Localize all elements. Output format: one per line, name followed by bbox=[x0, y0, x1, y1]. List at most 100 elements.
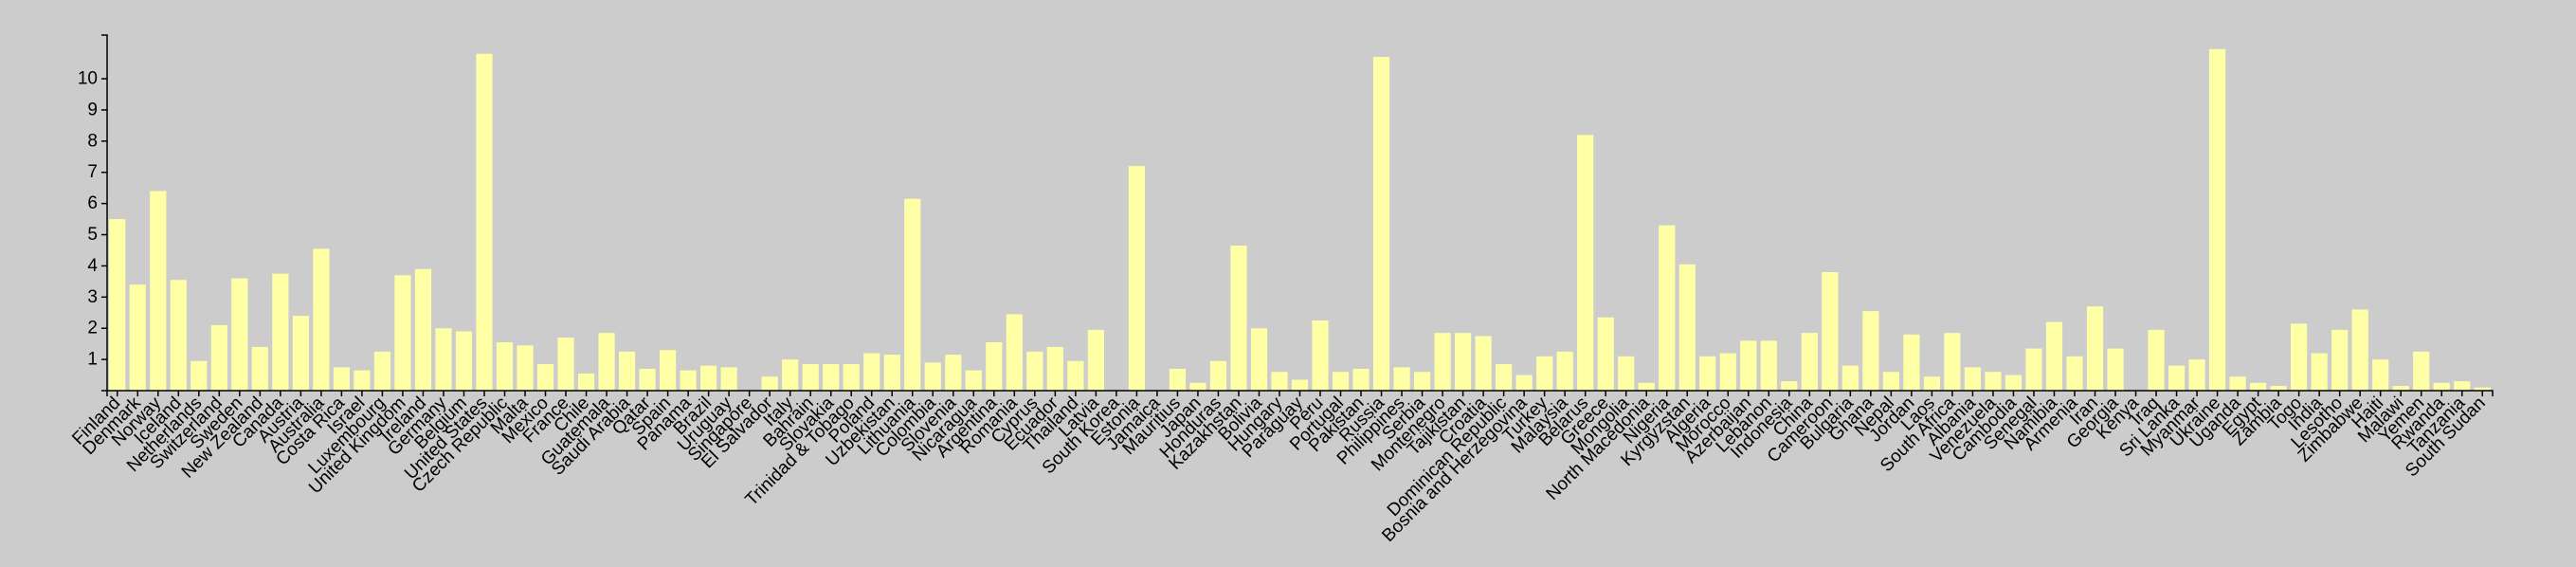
bar-uganda bbox=[2229, 376, 2246, 391]
bar-canada bbox=[272, 273, 289, 391]
bar-uruguay bbox=[720, 367, 737, 391]
bar-mauritius bbox=[1169, 368, 1187, 391]
bar-sweden bbox=[231, 278, 248, 391]
bar-sri-lanka bbox=[2168, 365, 2186, 391]
bar-portugal bbox=[1332, 372, 1350, 391]
bar-russia bbox=[1372, 57, 1390, 391]
bar-germany bbox=[435, 328, 452, 391]
bar-china bbox=[1801, 333, 1818, 391]
y-tick-label: 4 bbox=[87, 256, 98, 276]
bar-montenegro bbox=[1434, 333, 1451, 391]
bar-morocco bbox=[1719, 353, 1736, 391]
bar-trinidad-tobago bbox=[843, 364, 860, 391]
bar-mexico bbox=[536, 364, 554, 391]
bar-albania bbox=[1964, 367, 1982, 391]
bar-iran bbox=[2086, 306, 2104, 391]
bar-switzerland bbox=[210, 324, 227, 391]
bar-turkey bbox=[1536, 356, 1553, 391]
bar-kazakhstan bbox=[1230, 246, 1247, 391]
bar-costa-rica bbox=[333, 367, 350, 391]
bar-thailand bbox=[1067, 360, 1084, 391]
bar-indonesia bbox=[1781, 381, 1798, 391]
y-tick-label: 7 bbox=[87, 162, 98, 182]
bar-philippines bbox=[1393, 367, 1410, 391]
y-tick-label: 2 bbox=[87, 319, 98, 338]
bar-malta bbox=[517, 345, 534, 391]
bar-united-kingdom bbox=[394, 275, 411, 391]
y-axis-line bbox=[101, 34, 108, 392]
bar-ghana bbox=[1862, 311, 1879, 391]
bar-argentina bbox=[986, 342, 1003, 391]
bar-australia bbox=[313, 248, 330, 391]
y-tick-label: 3 bbox=[87, 287, 98, 307]
bar-belgium bbox=[455, 331, 473, 391]
bar-united-states bbox=[476, 53, 493, 392]
bar-norway bbox=[150, 191, 167, 391]
bar-haiti bbox=[2372, 359, 2389, 391]
bar-cyprus bbox=[1026, 351, 1043, 391]
bar-laos bbox=[1923, 376, 1940, 391]
bar-guatemala bbox=[598, 333, 615, 391]
bar-egypt bbox=[2250, 382, 2267, 391]
bar-paraguay bbox=[1291, 379, 1309, 391]
bar-spain bbox=[660, 350, 677, 391]
bar-india bbox=[2311, 353, 2328, 391]
bar-zimbabwe bbox=[2351, 309, 2368, 391]
bar-slovakia bbox=[823, 364, 840, 391]
bar-yemen bbox=[2413, 351, 2430, 391]
bar-saudi-arabia bbox=[618, 351, 636, 391]
bar-slovenia bbox=[945, 355, 962, 391]
y-tick-label: 6 bbox=[87, 193, 98, 213]
bar-pakistan bbox=[1352, 368, 1370, 391]
bar-austria bbox=[292, 316, 309, 391]
bar-south-sudan bbox=[2474, 387, 2491, 391]
bar-el-salvador bbox=[761, 376, 778, 391]
bar-nigeria bbox=[1659, 225, 1676, 391]
bar-jordan bbox=[1903, 334, 1920, 391]
bar-france bbox=[557, 338, 574, 391]
y-tick-label: 8 bbox=[87, 131, 98, 151]
bar-greece bbox=[1597, 317, 1614, 391]
bar-togo bbox=[2291, 323, 2308, 391]
bar-hungary bbox=[1271, 372, 1288, 391]
bar-italy bbox=[782, 359, 799, 391]
bar-qatar bbox=[639, 368, 656, 391]
bar-peru bbox=[1312, 320, 1329, 391]
bar-zambia bbox=[2270, 386, 2287, 391]
bar-malaysia bbox=[1556, 351, 1573, 391]
bar-namibia bbox=[2045, 321, 2063, 391]
bar-croatia bbox=[1475, 336, 1492, 391]
bar-iraq bbox=[2148, 329, 2165, 391]
bar-tanzania bbox=[2454, 381, 2471, 391]
bar-romania bbox=[1006, 314, 1023, 391]
bar-bulgaria bbox=[1841, 365, 1859, 391]
bar-uzbekistan bbox=[883, 355, 900, 391]
bar-ukraine bbox=[2208, 48, 2226, 392]
bar-belarus bbox=[1577, 135, 1594, 391]
bar-venezuela bbox=[1985, 372, 2002, 391]
bar-tajikistan bbox=[1455, 333, 1472, 391]
bars-layer bbox=[109, 48, 2491, 392]
bar-myanmar bbox=[2188, 359, 2205, 391]
bar-chile bbox=[577, 373, 595, 391]
bar-serbia bbox=[1413, 372, 1431, 391]
bar-malawi bbox=[2392, 386, 2409, 391]
bar-colombia bbox=[924, 362, 941, 391]
bar-honduras bbox=[1209, 360, 1227, 391]
bar-bosnia-and-herzegovina bbox=[1515, 375, 1533, 391]
bar-iceland bbox=[170, 280, 187, 391]
bar-lebanon bbox=[1760, 340, 1777, 391]
bar-lithuania bbox=[904, 198, 921, 391]
bar-luxembourg bbox=[373, 351, 391, 391]
bar-cameroon bbox=[1822, 272, 1839, 391]
y-tick-label: 1 bbox=[87, 350, 98, 370]
bar-japan bbox=[1189, 382, 1206, 391]
bar-dominican-republic bbox=[1496, 364, 1513, 391]
y-axis: 1 2 3 4 5 6 7 8 9 10 bbox=[78, 34, 108, 392]
bar-ireland bbox=[414, 268, 432, 391]
bar-algeria bbox=[1699, 356, 1716, 391]
bar-lesotho bbox=[2331, 329, 2349, 391]
bar-bahrain bbox=[802, 364, 819, 391]
bar-bolivia bbox=[1250, 328, 1268, 391]
